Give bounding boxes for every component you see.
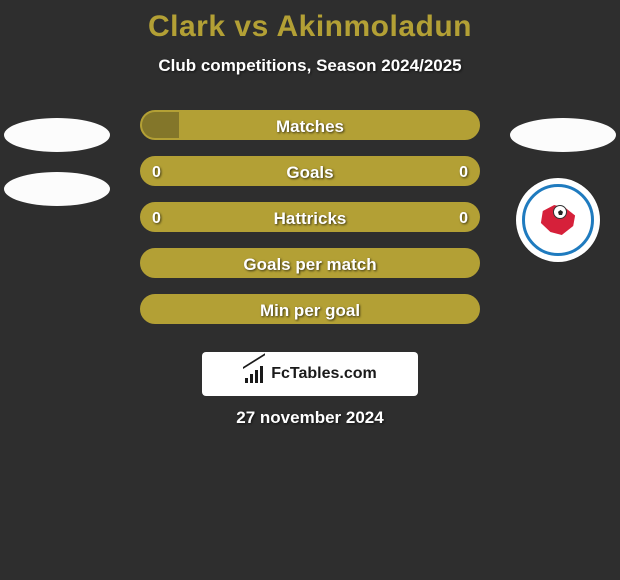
brand-text: FcTables.com xyxy=(271,365,377,383)
stat-label: Goals per match xyxy=(142,250,478,278)
stat-bar-track: 0 0Hattricks xyxy=(140,202,480,232)
stat-bar-track: Min per goal xyxy=(140,294,480,324)
stat-label: Goals xyxy=(142,158,478,186)
stat-row: Goals per match xyxy=(0,248,620,278)
bar-chart-icon xyxy=(243,365,265,383)
page-subtitle: Club competitions, Season 2024/2025 xyxy=(0,56,620,76)
page-title: Clark vs Akinmoladun xyxy=(0,0,620,44)
stat-value-right: 0 xyxy=(449,158,478,186)
stat-bar-right xyxy=(179,112,478,138)
stat-bar-track: 0 0Goals xyxy=(140,156,480,186)
stat-row: 0 0Hattricks xyxy=(0,202,620,232)
stat-value-left: 0 xyxy=(142,204,171,232)
stats-chart: 18Matches00Goals00HattricksGoals per mat… xyxy=(0,110,620,340)
brand-badge: FcTables.com xyxy=(202,352,418,396)
stat-label: Hattricks xyxy=(142,204,478,232)
comparison-infographic: Clark vs Akinmoladun Club competitions, … xyxy=(0,0,620,580)
stat-bar-track: 18Matches xyxy=(140,110,480,140)
stat-label: Min per goal xyxy=(142,296,478,324)
stat-bar-track: Goals per match xyxy=(140,248,480,278)
stat-row: Min per goal xyxy=(0,294,620,324)
stat-bar-left xyxy=(142,112,179,138)
stat-value-right: 0 xyxy=(449,204,478,232)
stat-value-left: 0 xyxy=(142,158,171,186)
stat-row: 18Matches xyxy=(0,110,620,140)
stat-row: 0 0Goals xyxy=(0,156,620,186)
date-label: 27 november 2024 xyxy=(0,408,620,428)
